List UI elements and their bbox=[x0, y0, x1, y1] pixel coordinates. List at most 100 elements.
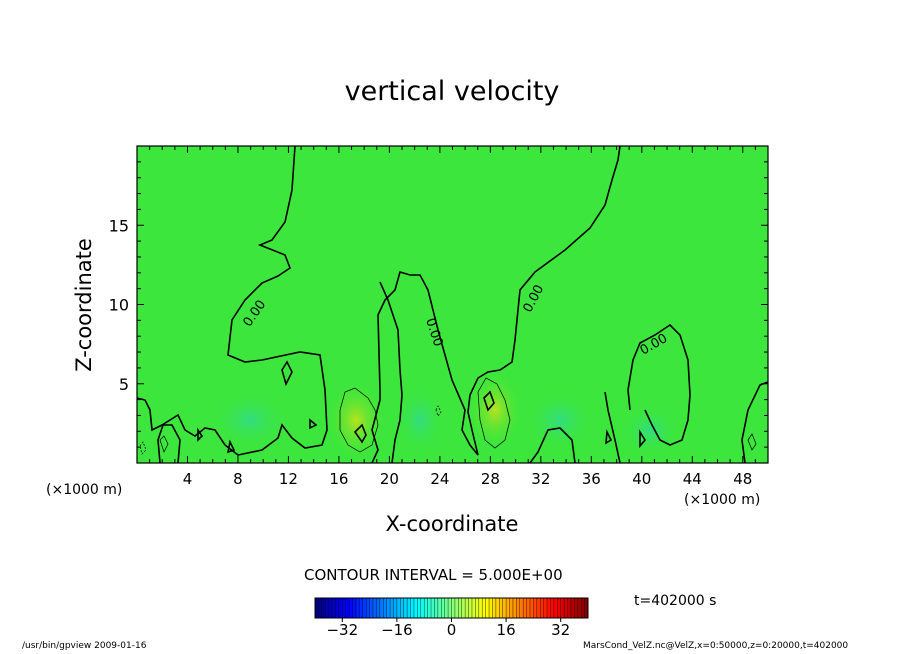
y-tick-label: 10 bbox=[109, 296, 129, 315]
colorbar-segment bbox=[482, 598, 486, 618]
x-tick-label: 44 bbox=[683, 470, 702, 488]
colorbar-segment bbox=[335, 598, 340, 618]
colorbar-segment bbox=[567, 598, 572, 618]
colorbar-segment bbox=[379, 598, 384, 618]
zero-contour-small6 bbox=[309, 418, 318, 430]
colorbar-segment bbox=[581, 598, 585, 618]
x-axis-ticks: 4 8 12 16 20 24 28 32 36 40 44 48 bbox=[149, 146, 756, 488]
zero-contour-small5 bbox=[605, 429, 613, 445]
colorbar-segment bbox=[553, 598, 558, 618]
x-tick-label: 40 bbox=[632, 470, 651, 488]
colorbar-segment bbox=[533, 598, 538, 618]
colorbar-segment bbox=[390, 598, 394, 618]
colorbar-segment bbox=[451, 598, 456, 618]
x-unit-label-left: (×1000 m) bbox=[46, 482, 123, 498]
colorbar-segment bbox=[420, 598, 425, 618]
colorbar-segment bbox=[315, 598, 319, 618]
colorbar-segment bbox=[424, 598, 428, 618]
colorbar-segment bbox=[564, 598, 568, 618]
contour-interval-text: CONTOUR INTERVAL = 5.000E+00 bbox=[304, 566, 563, 584]
x-axis-label: X-coordinate bbox=[385, 512, 519, 536]
colorbar-segment bbox=[471, 598, 476, 618]
colorbar-segment bbox=[584, 598, 589, 618]
colorbar-segment bbox=[523, 598, 527, 618]
colorbar-segment bbox=[495, 598, 500, 618]
zero-contour-center bbox=[371, 146, 621, 463]
time-label: t=402000 s bbox=[634, 593, 717, 609]
zero-contour-small1 bbox=[281, 360, 293, 387]
footer-source: MarsCond_VelZ.nc@VelZ,x=0:50000,z=0:2000… bbox=[583, 641, 849, 651]
colorbar-segment bbox=[332, 598, 336, 618]
colorbar-segment bbox=[413, 598, 418, 618]
colorbar-tick-label: −16 bbox=[381, 621, 413, 639]
colorbar-segment bbox=[396, 598, 401, 618]
colorbar-segment bbox=[509, 598, 514, 618]
colorbar-segment bbox=[547, 598, 551, 618]
colorbar-segment bbox=[427, 598, 432, 618]
colorbar-segment bbox=[543, 598, 548, 618]
colorbar-segment bbox=[574, 598, 579, 618]
colorbar-segment bbox=[431, 598, 435, 618]
x-tick-label: 28 bbox=[481, 470, 500, 488]
colorbar-segment bbox=[570, 598, 575, 618]
x-tick-label: 4 bbox=[183, 470, 193, 488]
y-axis-ticks: 5 10 15 bbox=[109, 161, 768, 448]
chart-title: vertical velocity bbox=[344, 76, 560, 107]
zero-contour-r4 bbox=[604, 391, 621, 463]
colorbar-segment bbox=[448, 598, 452, 618]
x-tick-label: 24 bbox=[430, 470, 449, 488]
pos-contour-3 bbox=[159, 435, 169, 453]
colorbar-segment bbox=[325, 598, 329, 618]
zero-contour-left bbox=[137, 146, 328, 456]
colorbar-segment bbox=[366, 598, 370, 618]
colorbar-segment bbox=[393, 598, 398, 618]
colorbar-segment bbox=[512, 598, 517, 618]
x-tick-label: 16 bbox=[329, 470, 348, 488]
x-tick-label: 20 bbox=[380, 470, 399, 488]
colorbar-segment bbox=[318, 598, 323, 618]
colorbar-segment bbox=[557, 598, 561, 618]
colorbar-segment bbox=[400, 598, 405, 618]
colorbar-segment bbox=[441, 598, 445, 618]
colorbar-segment bbox=[444, 598, 449, 618]
colorbar-segment bbox=[468, 598, 473, 618]
neg-contour-1 bbox=[435, 405, 442, 417]
x-tick-label: 32 bbox=[531, 470, 550, 488]
colorbar-segment bbox=[345, 598, 350, 618]
pos-contour-2 bbox=[477, 377, 511, 449]
y-tick-label: 15 bbox=[109, 216, 129, 235]
colorbar-tick-label: −32 bbox=[326, 621, 358, 639]
colorbar-segment bbox=[519, 598, 524, 618]
colorbar-segment bbox=[383, 598, 387, 618]
colorbar-segment bbox=[403, 598, 408, 618]
colorbar-segment bbox=[461, 598, 466, 618]
x-tick-label: 48 bbox=[733, 470, 752, 488]
colorbar-segment bbox=[516, 598, 521, 618]
pos-contour-1 bbox=[339, 387, 379, 453]
colorbar-segment bbox=[506, 598, 510, 618]
zero-contour-max1 bbox=[353, 423, 367, 444]
colorbar-segment bbox=[478, 598, 483, 618]
zero-contour-mid bbox=[379, 281, 403, 463]
colorbar-segment bbox=[458, 598, 463, 618]
colorbar-segment bbox=[437, 598, 442, 618]
x-unit-label-right: (×1000 m) bbox=[684, 492, 761, 508]
colorbar-segment bbox=[410, 598, 415, 618]
zero-contour-small4 bbox=[639, 429, 646, 449]
pos-contour-4 bbox=[747, 433, 757, 451]
colorbar-segment bbox=[349, 598, 353, 618]
colorbar-segment bbox=[355, 598, 360, 618]
colorbar-segment bbox=[338, 598, 343, 618]
zero-contour-small3 bbox=[226, 439, 236, 454]
colorbar-segment bbox=[369, 598, 374, 618]
colorbar-tick-label: 32 bbox=[551, 621, 570, 639]
y-tick-label: 5 bbox=[119, 375, 129, 394]
colorbar-segment bbox=[465, 598, 469, 618]
x-tick-label: 8 bbox=[233, 470, 243, 488]
zero-contour-r2 bbox=[529, 427, 576, 463]
colorbar-segment bbox=[321, 598, 326, 618]
colorbar-segment bbox=[577, 598, 582, 618]
colorbar: −32 −16 0 16 32 bbox=[314, 597, 589, 639]
colorbar-segment bbox=[373, 598, 377, 618]
